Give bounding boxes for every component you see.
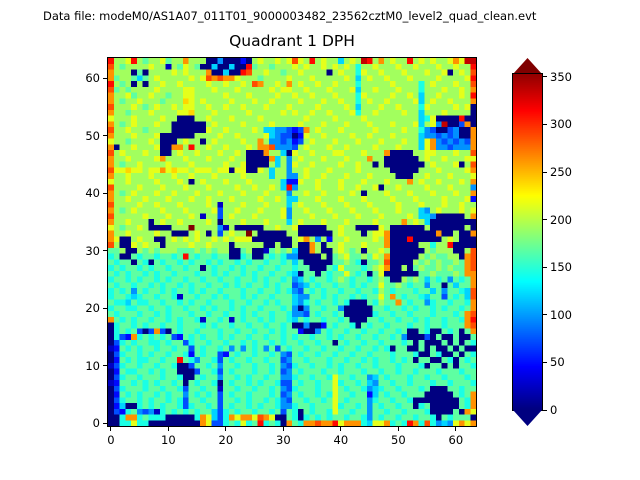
colorbar-tick-mark xyxy=(543,361,547,363)
x-tick-label: 0 xyxy=(107,433,115,447)
colorbar-tick-mark xyxy=(543,409,547,411)
colorbar-tick-label: 50 xyxy=(550,355,565,370)
colorbar-tick-mark xyxy=(543,123,547,125)
y-tick-mark xyxy=(103,250,107,252)
x-tick-mark xyxy=(225,427,227,431)
x-tick-label: 10 xyxy=(161,433,176,447)
y-tick-label: 10 xyxy=(85,358,100,373)
x-tick-label: 50 xyxy=(391,433,406,447)
x-tick-mark xyxy=(110,427,112,431)
x-tick-label: 30 xyxy=(276,433,291,447)
y-tick-mark xyxy=(103,192,107,194)
colorbar xyxy=(512,58,543,426)
x-tick-mark xyxy=(282,427,284,431)
y-tick-label: 20 xyxy=(85,301,100,316)
x-tick-mark xyxy=(167,427,169,431)
plot-area xyxy=(107,57,477,427)
colorbar-tick-mark xyxy=(543,314,547,316)
y-tick-mark xyxy=(103,422,107,424)
y-tick-mark xyxy=(103,307,107,309)
plot-title: Quadrant 1 DPH xyxy=(229,32,355,50)
colorbar-gradient xyxy=(512,73,543,411)
y-tick-label: 50 xyxy=(85,128,100,143)
y-tick-mark xyxy=(103,77,107,79)
colorbar-tick-mark xyxy=(543,219,547,221)
colorbar-tick-label: 0 xyxy=(550,403,558,417)
x-tick-mark xyxy=(397,427,399,431)
y-tick-label: 0 xyxy=(92,416,100,431)
colorbar-under-arrow xyxy=(513,410,542,426)
y-tick-label: 30 xyxy=(85,243,100,258)
colorbar-over-arrow xyxy=(513,58,542,74)
heatmap-image xyxy=(108,58,476,426)
x-tick-label: 60 xyxy=(448,433,464,447)
datafile-label: Data file: modeM0/AS1A07_011T01_90000034… xyxy=(43,9,537,23)
colorbar-tick-label: 100 xyxy=(550,307,572,322)
colorbar-tick-mark xyxy=(543,76,547,78)
y-tick-mark xyxy=(103,135,107,137)
x-tick-label: 40 xyxy=(333,433,349,447)
colorbar-tick-label: 150 xyxy=(550,260,572,275)
y-tick-label: 60 xyxy=(85,71,100,86)
colorbar-tick-mark xyxy=(543,171,547,173)
colorbar-tick-label: 200 xyxy=(550,212,572,227)
colorbar-tick-mark xyxy=(543,266,547,268)
x-tick-label: 20 xyxy=(218,433,234,447)
colorbar-tick-label: 250 xyxy=(550,165,572,180)
x-tick-mark xyxy=(340,427,342,431)
colorbar-tick-label: 350 xyxy=(550,69,572,84)
y-tick-label: 40 xyxy=(85,186,100,201)
x-tick-mark xyxy=(455,427,457,431)
y-tick-mark xyxy=(103,365,107,367)
colorbar-tick-label: 300 xyxy=(550,117,572,132)
